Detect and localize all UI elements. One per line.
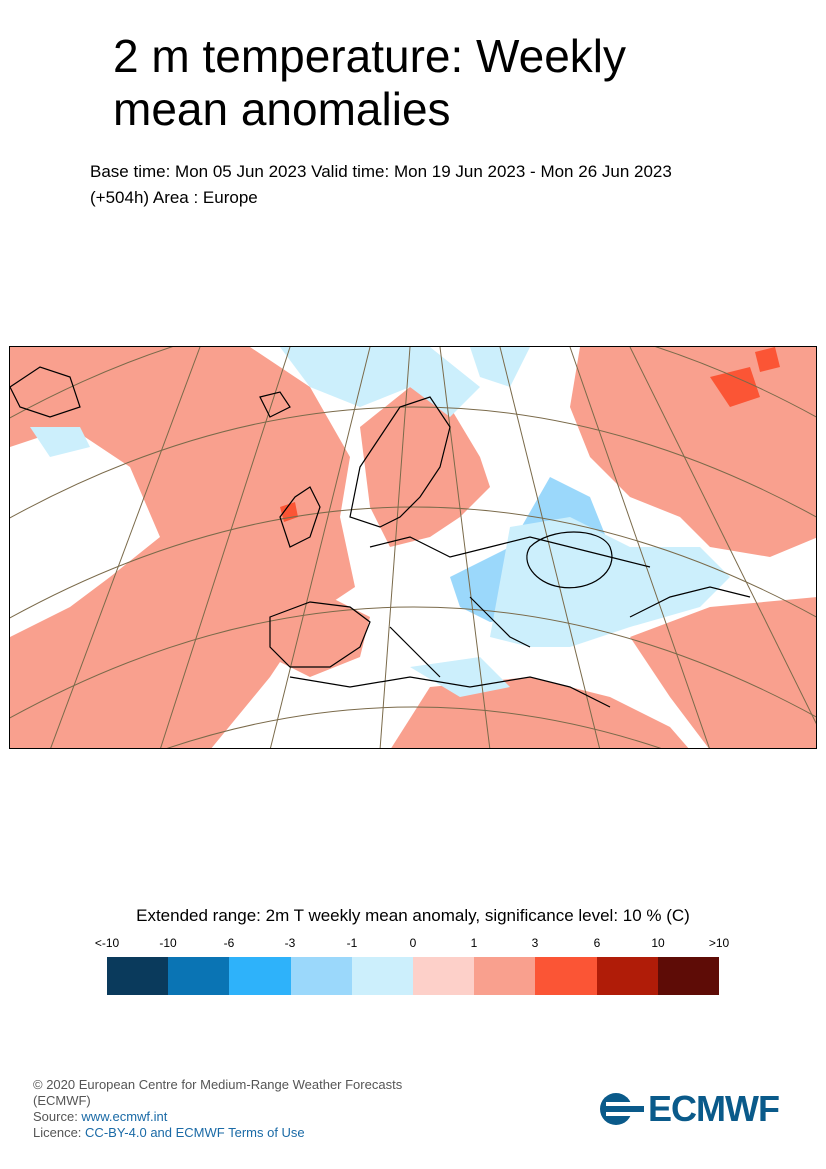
legend-swatch bbox=[229, 957, 291, 995]
anomaly-warm-east bbox=[570, 347, 816, 557]
licence-label: Licence: bbox=[33, 1125, 86, 1140]
legend-tick: <-10 bbox=[94, 936, 120, 950]
legend-tick: 3 bbox=[531, 936, 539, 950]
legend-tick: -6 bbox=[223, 936, 235, 950]
map-coastlines bbox=[10, 366, 751, 708]
legend-tick: 0 bbox=[409, 936, 417, 950]
legend-swatch bbox=[351, 957, 414, 995]
legend-title: Extended range: 2m T weekly mean anomaly… bbox=[136, 906, 690, 925]
legend-colorbar bbox=[107, 957, 720, 995]
anomaly-hot-spot bbox=[755, 347, 780, 372]
legend-swatch bbox=[290, 957, 352, 995]
legend-swatch bbox=[413, 957, 475, 995]
legend-tick: -10 bbox=[159, 936, 177, 950]
anomaly-hot-spot bbox=[710, 367, 760, 407]
legend-tick: -3 bbox=[284, 936, 296, 950]
legend-swatch bbox=[657, 957, 720, 995]
legend-swatch bbox=[535, 957, 597, 995]
map-canvas bbox=[10, 347, 816, 748]
anomaly-map[interactable] bbox=[9, 346, 817, 749]
footer-copyright: © 2020 European Centre for Medium-Range … bbox=[33, 1077, 403, 1092]
footer-org: (ECMWF) bbox=[33, 1093, 91, 1108]
anomaly-cool-north-2 bbox=[470, 347, 530, 387]
legend-swatch bbox=[168, 957, 230, 995]
subtitle-line-2: (+504h) Area : Europe bbox=[90, 188, 258, 207]
subtitle: Base time: Mon 05 Jun 2023 Valid time: M… bbox=[90, 159, 770, 211]
footer-source: Source: www.ecmwf.int bbox=[33, 1109, 433, 1125]
anomaly-warm-northwest bbox=[10, 347, 100, 407]
ecmwf-logo-text: ECMWF bbox=[648, 1088, 780, 1129]
legend-tick: 10 bbox=[651, 936, 665, 950]
anomaly-cool-north bbox=[280, 347, 480, 417]
ecmwf-logo: ECMWF bbox=[598, 1088, 780, 1129]
legend-tick: >10 bbox=[708, 936, 730, 950]
page-title: 2 m temperature: Weekly mean anomalies bbox=[113, 30, 627, 135]
anomaly-warm-middle-east bbox=[630, 597, 816, 748]
legend-swatch bbox=[596, 957, 658, 995]
footer: © 2020 European Centre for Medium-Range … bbox=[33, 1077, 433, 1141]
legend-tick: 6 bbox=[593, 936, 601, 950]
legend-swatch bbox=[107, 957, 169, 995]
ecmwf-logo-icon bbox=[600, 1093, 644, 1125]
subtitle-line-1: Base time: Mon 05 Jun 2023 Valid time: M… bbox=[90, 162, 672, 181]
legend-swatch bbox=[474, 957, 536, 995]
map-graticule bbox=[10, 347, 816, 748]
legend-tick: 1 bbox=[470, 936, 478, 950]
legend-tick: -1 bbox=[346, 936, 358, 950]
anomaly-cool-iceland bbox=[30, 427, 90, 457]
anomaly-cool-mediterranean bbox=[410, 657, 510, 697]
licence-link[interactable]: CC-BY-4.0 and ECMWF Terms of Use bbox=[85, 1125, 305, 1140]
footer-licence: Licence: CC-BY-4.0 and ECMWF Terms of Us… bbox=[33, 1125, 433, 1141]
anomaly-warm-atlantic bbox=[10, 347, 355, 748]
source-label: Source: bbox=[33, 1109, 82, 1124]
source-link[interactable]: www.ecmwf.int bbox=[81, 1109, 168, 1124]
